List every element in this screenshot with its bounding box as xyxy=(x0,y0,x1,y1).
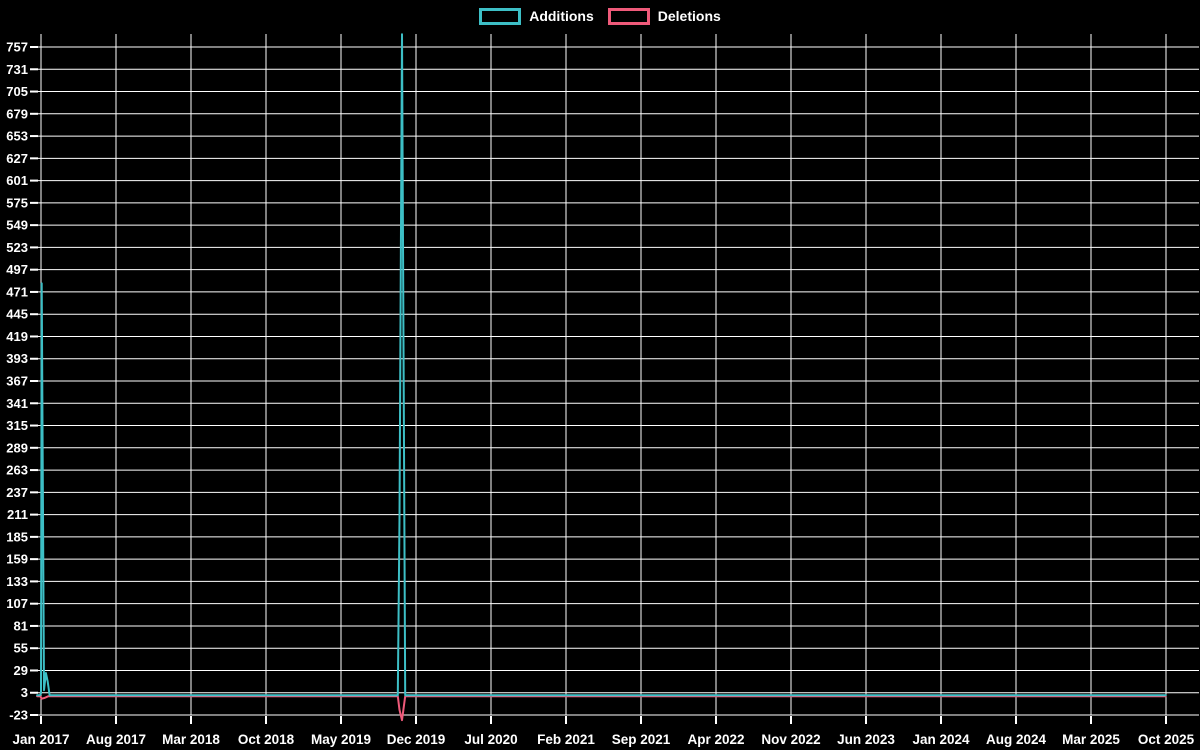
y-tick-label: 627 xyxy=(6,151,28,166)
y-tick-label: 419 xyxy=(6,329,28,344)
x-tick-label: Nov 2022 xyxy=(761,732,820,747)
y-tick-label: 55 xyxy=(14,641,28,656)
deletions-line xyxy=(36,695,1167,722)
x-tick-label: Jan 2024 xyxy=(912,732,970,747)
y-tick-label: 289 xyxy=(6,440,28,455)
x-tick-label: Jun 2023 xyxy=(837,732,895,747)
y-tick-label: 705 xyxy=(6,84,28,99)
y-tick-label: 393 xyxy=(6,351,28,366)
y-tick-label: 367 xyxy=(6,374,28,389)
y-tick-label: 575 xyxy=(6,195,28,210)
y-tick-label: 263 xyxy=(6,463,28,478)
y-tick-label: 237 xyxy=(6,485,28,500)
y-tick-label: 497 xyxy=(6,262,28,277)
legend-item-additions[interactable]: Additions xyxy=(479,7,594,25)
legend-additions-label: Additions xyxy=(529,8,594,24)
y-tick-label: 159 xyxy=(6,552,28,567)
y-tick-label: 341 xyxy=(6,396,28,411)
legend-deletions-label: Deletions xyxy=(657,8,721,24)
y-tick-label: 185 xyxy=(6,529,28,544)
y-tick-label: 523 xyxy=(6,240,28,255)
deletions-swatch-icon xyxy=(607,7,650,25)
y-tick-label: 679 xyxy=(6,106,28,121)
x-tick-label: May 2019 xyxy=(311,732,371,747)
y-tick-label: 211 xyxy=(7,507,28,522)
additions-line xyxy=(36,33,1167,697)
x-tick-label: Sep 2021 xyxy=(612,732,671,747)
y-tick-label: 653 xyxy=(6,129,28,144)
y-tick-label: 315 xyxy=(6,418,28,433)
x-tick-label: Mar 2025 xyxy=(1062,732,1120,747)
x-tick-label: Mar 2018 xyxy=(162,732,220,747)
x-tick-label: Aug 2017 xyxy=(86,732,146,747)
y-tick-label: 29 xyxy=(14,663,28,678)
y-tick-label: 445 xyxy=(6,307,28,322)
x-tick-label: Oct 2025 xyxy=(1138,732,1195,747)
x-tick-label: Aug 2024 xyxy=(986,732,1047,747)
y-tick-label: 757 xyxy=(6,40,28,55)
y-tick-label: 81 xyxy=(14,618,28,633)
x-tick-label: Jul 2020 xyxy=(464,732,517,747)
y-tick-label: 731 xyxy=(6,62,28,77)
y-tick-label: 471 xyxy=(6,284,28,299)
y-tick-label: -23 xyxy=(9,708,28,723)
y-tick-label: 601 xyxy=(6,173,28,188)
y-tick-label: 107 xyxy=(6,596,28,611)
y-tick-label: 3 xyxy=(21,685,28,700)
x-tick-label: Jan 2017 xyxy=(12,732,69,747)
x-tick-label: Oct 2018 xyxy=(238,732,295,747)
y-tick-label: 549 xyxy=(6,218,28,233)
chart-legend: Additions Deletions xyxy=(0,7,1200,25)
y-tick-label: 133 xyxy=(6,574,28,589)
legend-item-deletions[interactable]: Deletions xyxy=(607,7,721,25)
x-tick-label: Dec 2019 xyxy=(387,732,446,747)
x-tick-label: Feb 2021 xyxy=(537,732,595,747)
additions-swatch-icon xyxy=(479,7,522,25)
x-tick-label: Apr 2022 xyxy=(687,732,744,747)
